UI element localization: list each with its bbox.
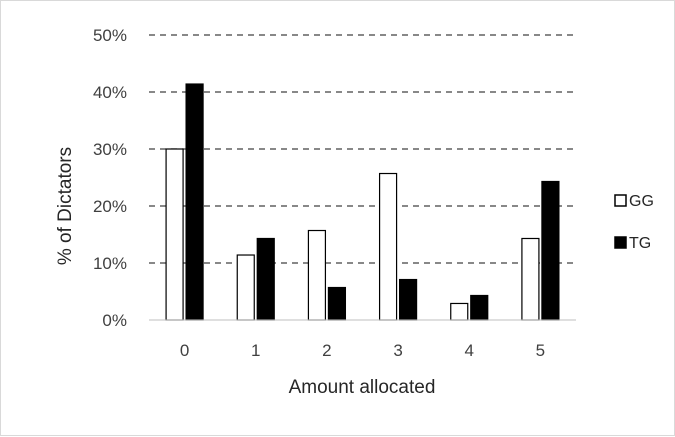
legend-swatch-tg [614, 236, 627, 249]
bars [165, 83, 560, 321]
x-tick-label: 5 [536, 341, 545, 360]
y-axis-title: % of Dictators [55, 147, 76, 265]
bar-tg-2 [327, 286, 347, 321]
y-tick-label: 30% [93, 140, 127, 159]
bar-tg-4 [470, 294, 489, 321]
x-tick-label: 4 [465, 341, 474, 360]
bar-gg-1 [236, 254, 255, 321]
x-axis-title: Amount allocated [289, 377, 436, 398]
bar-gg-4 [450, 302, 469, 321]
y-tick-label: 10% [93, 254, 127, 273]
y-tick-label: 50% [93, 26, 127, 45]
x-tick-labels: 0 1 2 3 4 5 [180, 341, 545, 360]
bar-gg-5 [521, 237, 540, 321]
bar-tg-0 [185, 83, 204, 321]
gridlines [149, 34, 576, 264]
bar-gg-0 [165, 148, 184, 321]
x-tick-label: 1 [251, 341, 260, 360]
bar-tg-3 [398, 278, 418, 321]
x-tick-label: 3 [393, 341, 402, 360]
x-tick-label: 2 [322, 341, 331, 360]
bar-gg-2 [307, 229, 327, 321]
x-tick-label: 0 [180, 341, 189, 360]
legend-label-gg: GG [629, 193, 654, 210]
y-tick-labels: 0% 10% 20% 30% 40% 50% [93, 26, 127, 330]
y-tick-label: 0% [102, 311, 127, 330]
legend-swatch-gg [614, 194, 627, 207]
bar-tg-5 [541, 180, 560, 321]
bar-gg-3 [378, 172, 398, 321]
legend-label-tg: TG [629, 235, 651, 252]
y-tick-label: 40% [93, 83, 127, 102]
legend: GG TG [614, 193, 654, 252]
bar-tg-1 [256, 237, 275, 321]
y-tick-label: 20% [93, 197, 127, 216]
